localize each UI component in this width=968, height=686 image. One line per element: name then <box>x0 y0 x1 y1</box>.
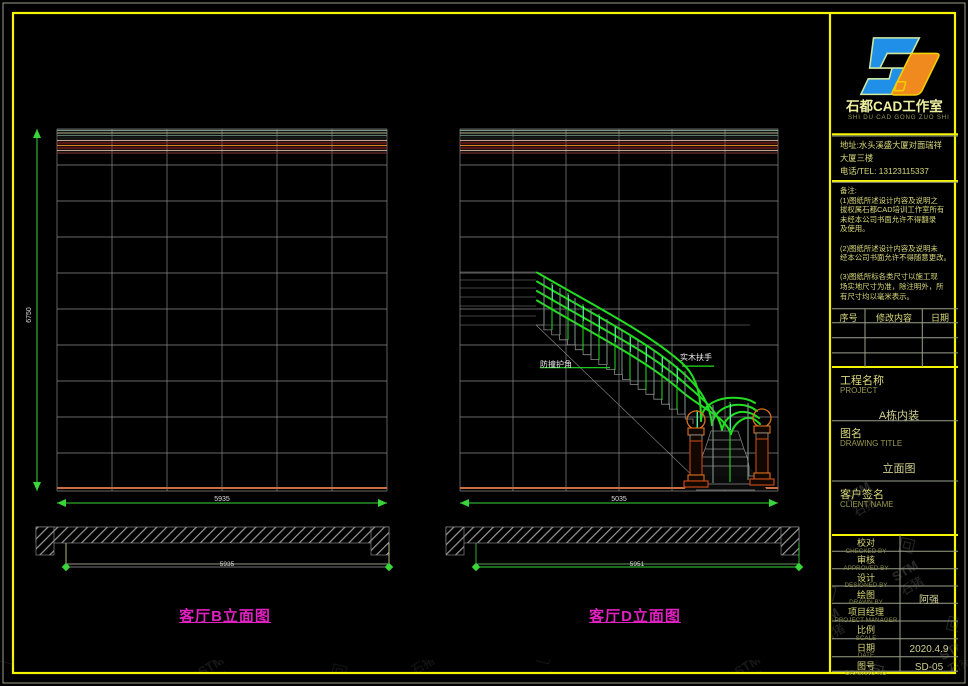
svg-text:5935: 5935 <box>214 496 230 503</box>
svg-text:5951: 5951 <box>630 561 645 568</box>
svg-text:6750: 6750 <box>26 307 33 323</box>
svg-text:5935: 5935 <box>220 561 235 568</box>
svg-text:5035: 5035 <box>611 496 627 503</box>
